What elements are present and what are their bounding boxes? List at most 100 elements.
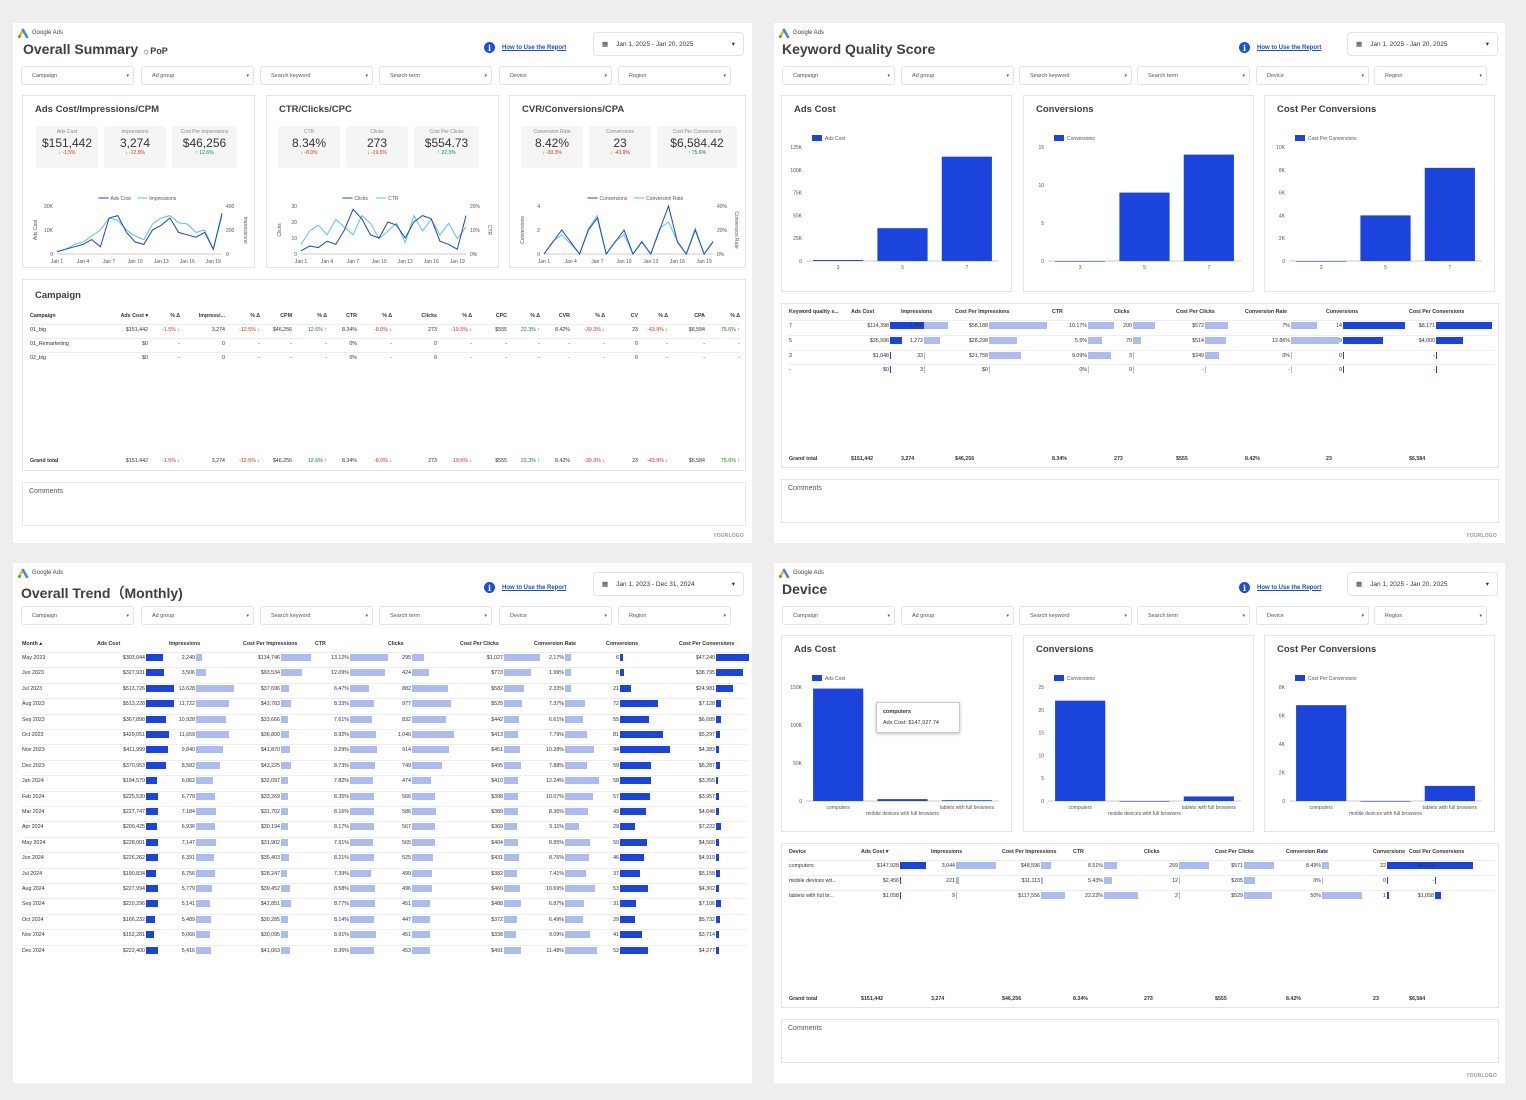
table-cell: CPC [495, 313, 507, 319]
card-title: Conversions [1036, 104, 1094, 115]
data-bar [565, 854, 590, 862]
y-axis-label: Conversions [520, 216, 526, 244]
filter-search-term[interactable]: Search term ▾ [379, 606, 492, 625]
filter-campaign[interactable]: Campaign ▾ [21, 66, 134, 85]
table-row[interactable] [22, 698, 747, 713]
help-link[interactable]: i How to Use the Report [1239, 42, 1321, 53]
table-row[interactable] [22, 713, 747, 729]
table-row[interactable] [22, 652, 747, 667]
date-range-picker[interactable]: ▦ Jan 1, 2025 - Jan 20, 2025 ▾ [593, 32, 744, 56]
table-cell: $24,981 [695, 685, 715, 692]
table-row[interactable] [789, 334, 1495, 350]
comments-box[interactable]: Comments [781, 479, 1499, 523]
table-cell: 22.3% ↑ [520, 327, 540, 333]
filter-ad-group[interactable]: Ad group ▾ [901, 606, 1014, 625]
chart-legend: Cost Per Conversions [1295, 135, 1357, 142]
filter-search-term[interactable]: Search term ▾ [379, 66, 492, 85]
table-cell: 8.58% [333, 886, 349, 892]
table-row[interactable] [30, 324, 740, 337]
table-cell: - [505, 355, 507, 361]
filter-campaign[interactable]: Campaign ▾ [782, 66, 895, 85]
filter-ad-group[interactable]: Ad group ▾ [901, 66, 1014, 85]
filter-device[interactable]: Device ▾ [499, 66, 612, 85]
table-row[interactable] [22, 806, 747, 821]
filter-device[interactable]: Device ▾ [1256, 606, 1369, 625]
dropdown-arrow-icon: ▾ [1361, 73, 1364, 79]
y-tick-label: 8K [1279, 168, 1286, 174]
data-bar [716, 684, 734, 692]
filter-region[interactable]: Region ▾ [1374, 66, 1487, 85]
filter-campaign[interactable]: Campaign ▾ [21, 606, 134, 625]
table-row[interactable] [30, 338, 740, 351]
card-cvr: CVR/Conversions/CPA Conversion Rate 8.42%… [509, 95, 746, 268]
table-row[interactable] [789, 860, 1495, 875]
table-row[interactable] [22, 682, 747, 698]
data-bar [1291, 366, 1292, 374]
table-row[interactable] [789, 320, 1495, 335]
filter-region[interactable]: Region ▾ [1374, 606, 1487, 625]
help-link[interactable]: i How to Use the Report [484, 582, 566, 593]
help-link[interactable]: i How to Use the Report [484, 42, 566, 53]
comments-box[interactable]: Comments [22, 482, 746, 526]
page-title: Keyword Quality Score [782, 41, 936, 57]
table-cell: 13,628 [178, 685, 195, 692]
table-row[interactable] [22, 667, 747, 682]
table-row[interactable] [22, 836, 747, 852]
table-row[interactable] [22, 913, 747, 929]
filter-search-keyword[interactable]: Search keyword ▾ [260, 606, 373, 625]
data-bar [146, 854, 159, 862]
x-tick-label: 3 [1079, 265, 1082, 271]
x-tick-label: Jan 19 [697, 259, 712, 265]
table-row[interactable] [789, 349, 1495, 365]
table-row[interactable] [789, 364, 1495, 379]
table-cell: 5 [789, 337, 792, 344]
table-cell: $0 [883, 367, 889, 374]
comments-box[interactable]: Comments [781, 1019, 1499, 1063]
data-bar [350, 684, 369, 692]
filter-search-term[interactable]: Search term ▾ [1137, 606, 1250, 625]
data-bar [412, 761, 443, 769]
table-row[interactable] [30, 352, 740, 365]
x-tick-label: 3 [837, 265, 840, 271]
filter-search-keyword[interactable]: Search keyword ▾ [260, 66, 373, 85]
table-cell: 7.91% [333, 839, 349, 846]
table-cell: $389 [491, 809, 503, 815]
table-cell: 8.35% [333, 793, 349, 800]
table-row[interactable] [22, 744, 747, 759]
table-row[interactable] [22, 867, 747, 883]
table-row[interactable] [22, 775, 747, 790]
table-cell: - [1433, 367, 1435, 374]
filter-device[interactable]: Device ▾ [499, 606, 612, 625]
card-title: Ads Cost/Impressions/CPM [35, 104, 160, 115]
filter-search-term[interactable]: Search term ▾ [1137, 66, 1250, 85]
filter-campaign[interactable]: Campaign ▾ [782, 606, 895, 625]
table-row[interactable] [22, 944, 747, 960]
table-row[interactable] [22, 790, 747, 806]
help-link[interactable]: i How to Use the Report [1239, 582, 1321, 593]
table-row[interactable] [22, 898, 747, 913]
filter-ad-group[interactable]: Ad group ▾ [141, 66, 254, 85]
date-range-picker[interactable]: ▦ Jan 1, 2025 - Jan 20, 2025 ▾ [1347, 572, 1498, 596]
filter-region[interactable]: Region ▾ [618, 66, 731, 85]
chart-legend: Conversions [1054, 675, 1095, 682]
date-range-picker[interactable]: ▦ Jan 1, 2025 - Jan 20, 2025 ▾ [1347, 32, 1498, 56]
table-row[interactable] [22, 729, 747, 744]
table-cell: 1,272 [909, 337, 923, 344]
filter-search-keyword[interactable]: Search keyword ▾ [1019, 606, 1132, 625]
table-cell: $42,851 [260, 901, 280, 908]
table-row[interactable] [22, 929, 747, 944]
filter-region[interactable]: Region ▾ [618, 606, 731, 625]
table-row[interactable] [789, 890, 1495, 905]
table-cell: 0 [635, 341, 638, 347]
table-cell: Clicks [1114, 309, 1130, 315]
filter-search-keyword[interactable]: Search keyword ▾ [1019, 66, 1132, 85]
filter-ad-group[interactable]: Ad group ▾ [141, 606, 254, 625]
table-row[interactable] [22, 852, 747, 867]
table-row[interactable] [22, 821, 747, 836]
filter-device[interactable]: Device ▾ [1256, 66, 1369, 85]
table-row[interactable] [22, 883, 747, 898]
data-bar [1322, 892, 1362, 899]
date-range-picker[interactable]: ▦ Jan 1, 2023 - Dec 31, 2024 ▾ [593, 572, 744, 596]
table-row[interactable] [789, 875, 1495, 890]
table-row[interactable] [22, 759, 747, 775]
